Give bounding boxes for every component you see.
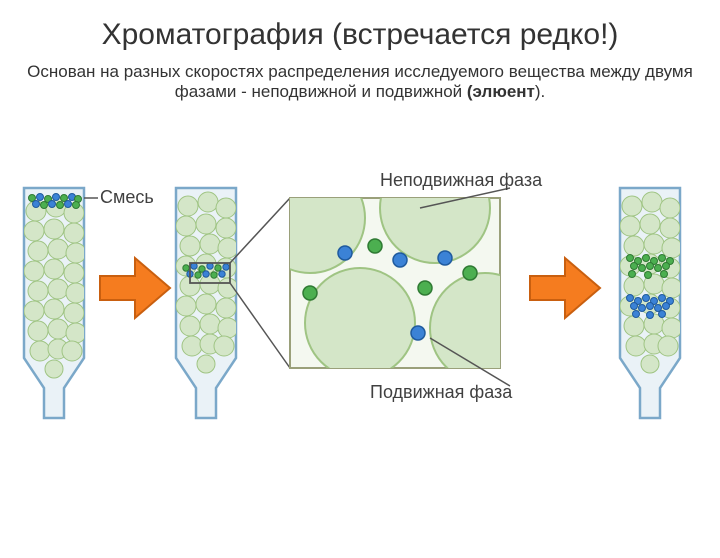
zoom-leader-bottom — [230, 283, 290, 368]
label-mobile: Подвижная фаза — [370, 382, 513, 402]
column-2 — [176, 188, 238, 418]
subtitle-suffix: ). — [535, 82, 545, 101]
arrow-1 — [100, 258, 170, 318]
page-title: Хроматография (встречается редко!) — [0, 18, 720, 52]
subtitle-bold: (элюент — [467, 82, 535, 101]
page-subtitle: Основан на разных скоростях распределени… — [0, 62, 720, 102]
column-3 — [620, 188, 682, 418]
label-stationary: Неподвижная фаза — [380, 170, 543, 190]
subtitle-prefix: Основан на разных скоростях распределени… — [27, 62, 693, 101]
zoom-leader-top — [230, 198, 290, 263]
arrow-2 — [530, 258, 600, 318]
zoom-panel — [255, 168, 540, 383]
chromatography-diagram: Смесь — [0, 168, 720, 488]
label-mixture: Смесь — [100, 187, 154, 207]
column-1 — [24, 188, 86, 418]
